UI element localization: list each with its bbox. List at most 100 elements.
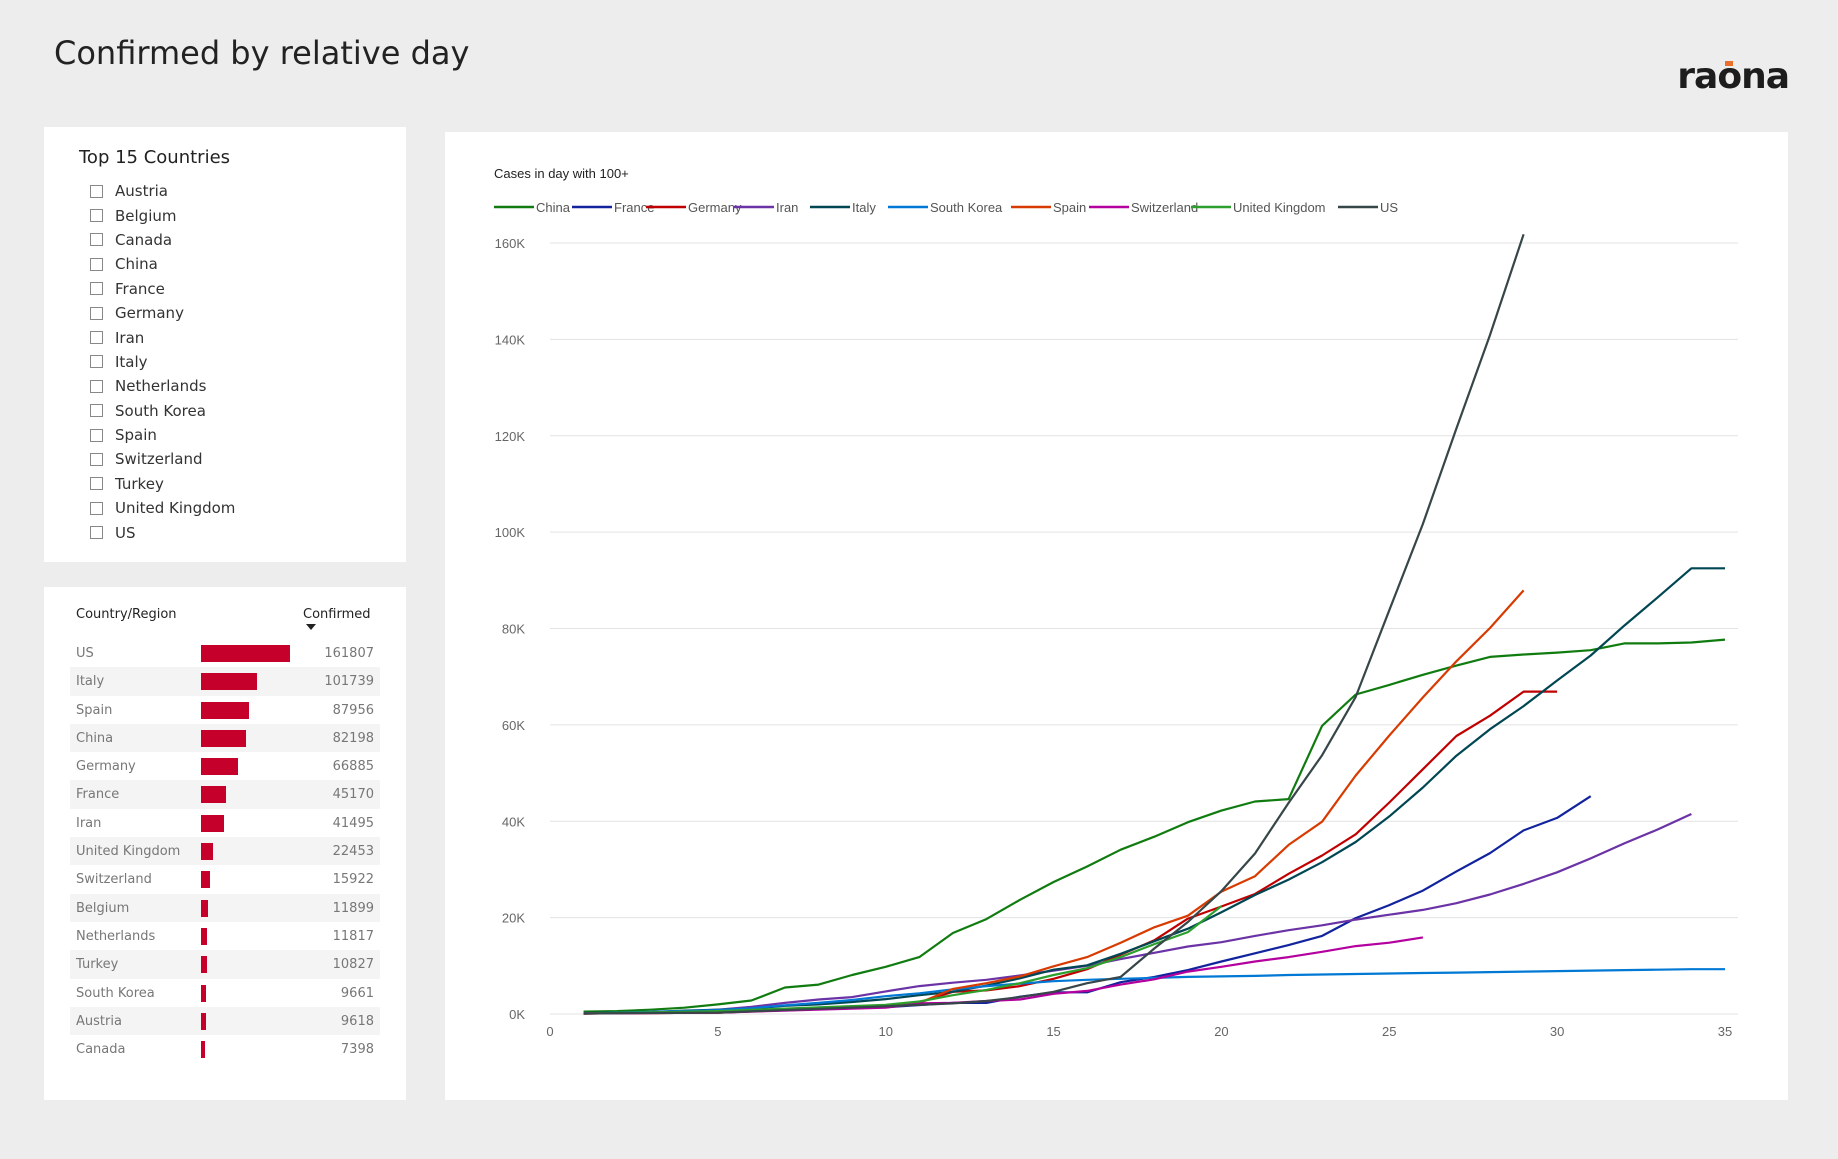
series-line-germany[interactable] [583, 690, 1558, 1015]
table-row[interactable]: Switzerland 15922 [70, 865, 380, 893]
series-line-spain[interactable] [583, 589, 1525, 1015]
checkbox[interactable] [90, 428, 103, 442]
checkbox[interactable] [90, 233, 103, 247]
country-name: Spain [76, 702, 113, 718]
country-name: Italy [76, 674, 105, 690]
legend-item-spain[interactable]: Spain [1053, 200, 1086, 215]
confirmed-data-bar [201, 673, 257, 691]
table-row[interactable]: US 161807 [70, 639, 380, 667]
confirmed-data-bar [201, 984, 207, 1002]
slicer-list: Austria Belgium Canada China France Germany Ir… [90, 179, 235, 545]
slicer-item-france[interactable]: France [90, 277, 235, 301]
series-line-switzerland[interactable] [583, 936, 1424, 1015]
checkbox[interactable] [90, 526, 103, 540]
chart-title: Cases in day with 100+ [494, 166, 629, 181]
slicer-item-austria[interactable]: Austria [90, 179, 235, 203]
table-row[interactable]: Belgium 11899 [70, 893, 380, 922]
table-row[interactable]: Germany 66885 [70, 752, 380, 780]
x-tick-label: 25 [1382, 1024, 1396, 1039]
country-name: Switzerland [76, 872, 152, 888]
table-row[interactable]: United Kingdom 22453 [70, 837, 380, 866]
table-row[interactable]: Spain 87956 [70, 696, 380, 724]
table-row[interactable]: Canada 7398 [70, 1035, 380, 1063]
confirmed-data-bar [201, 701, 250, 719]
checkbox[interactable] [90, 209, 103, 223]
table-row[interactable]: Austria 9618 [70, 1006, 380, 1036]
legend-item-china[interactable]: China [536, 200, 571, 215]
slicer-item-turkey[interactable]: Turkey [90, 472, 235, 496]
slicer-item-label: Iran [115, 328, 145, 347]
checkbox[interactable] [90, 184, 103, 198]
checkbox[interactable] [90, 282, 103, 296]
table-row[interactable]: Italy 101739 [70, 667, 380, 696]
slicer-item-south-korea[interactable]: South Korea [90, 399, 235, 423]
slicer-item-germany[interactable]: Germany [90, 301, 235, 325]
checkbox[interactable] [90, 355, 103, 369]
legend-item-iran[interactable]: Iran [776, 200, 798, 215]
slicer-item-spain[interactable]: Spain [90, 423, 235, 447]
brand-logo: raona [1677, 56, 1790, 97]
legend-item-united-kingdom[interactable]: United Kingdom [1233, 200, 1326, 215]
checkbox[interactable] [90, 331, 103, 345]
series-line-china[interactable] [583, 638, 1726, 1013]
legend-item-germany[interactable]: Germany [688, 200, 742, 215]
confirmed-value: 45170 [332, 787, 374, 803]
slicer-item-switzerland[interactable]: Switzerland [90, 447, 235, 471]
slicer-item-label: Spain [115, 426, 157, 445]
series-line-iran[interactable] [583, 813, 1692, 1015]
country-name: Belgium [76, 900, 130, 916]
checkbox[interactable] [90, 306, 103, 320]
slicer-item-us[interactable]: US [90, 520, 235, 544]
slicer-item-canada[interactable]: Canada [90, 228, 235, 252]
confirmed-value: 41495 [332, 815, 374, 831]
country-name: Germany [76, 759, 136, 775]
legend-item-france[interactable]: France [614, 200, 654, 215]
country-name: US [76, 646, 94, 661]
slicer-title: Top 15 Countries [79, 147, 231, 168]
slicer-item-united-kingdom[interactable]: United Kingdom [90, 496, 235, 520]
x-tick-label: 5 [714, 1024, 721, 1039]
legend-item-us[interactable]: US [1380, 200, 1398, 215]
checkbox[interactable] [90, 501, 103, 515]
sort-descending-icon[interactable] [306, 624, 316, 630]
table-row[interactable]: Iran 41495 [70, 809, 380, 837]
slicer-item-china[interactable]: China [90, 252, 235, 276]
confirmed-data-bar [201, 814, 224, 832]
checkbox[interactable] [90, 257, 103, 271]
series-line-us[interactable] [583, 233, 1525, 1015]
checkbox[interactable] [90, 379, 103, 393]
legend-item-south-korea[interactable]: South Korea [930, 200, 1003, 215]
slicer-item-iran[interactable]: Iran [90, 325, 235, 349]
series-line-south-korea[interactable] [583, 968, 1725, 1015]
country-slicer: Top 15 Countries Austria Belgium Canada Chi… [44, 127, 406, 562]
line-chart-panel: Cases in day with 100+ 0K 20K 40K 60K 80K 100K… [445, 132, 1788, 1100]
table-row[interactable]: South Korea 9661 [70, 979, 380, 1007]
y-tick-label: 60K [502, 718, 525, 733]
confirmed-data-bar [201, 786, 226, 804]
series-line-france[interactable] [583, 795, 1592, 1015]
column-header-confirmed[interactable]: Confirmed [303, 607, 371, 622]
slicer-item-belgium[interactable]: Belgium [90, 203, 235, 227]
slicer-item-label: Austria [115, 182, 168, 201]
table-row[interactable]: Netherlands 11817 [70, 922, 380, 950]
table-row[interactable]: Turkey 10827 [70, 950, 380, 979]
checkbox[interactable] [90, 404, 103, 418]
confirmed-data-bar [201, 927, 208, 945]
country-name: China [76, 730, 114, 746]
confirmed-data-bar [201, 956, 207, 974]
series-line-united-kingdom[interactable] [583, 905, 1223, 1015]
table-row[interactable]: France 45170 [70, 780, 380, 809]
column-header-country[interactable]: Country/Region [76, 607, 177, 622]
slicer-item-italy[interactable]: Italy [90, 350, 235, 374]
table-row[interactable]: China 82198 [70, 723, 380, 753]
slicer-item-label: Belgium [115, 206, 177, 225]
series-line-italy[interactable] [583, 567, 1725, 1015]
legend-item-italy[interactable]: Italy [852, 200, 876, 215]
checkbox[interactable] [90, 452, 103, 466]
x-tick-label: 35 [1718, 1024, 1732, 1039]
legend-item-switzerland[interactable]: Switzerland [1131, 200, 1198, 215]
y-tick-label: 0K [509, 1007, 525, 1022]
x-tick-label: 20 [1214, 1024, 1228, 1039]
slicer-item-netherlands[interactable]: Netherlands [90, 374, 235, 398]
checkbox[interactable] [90, 477, 103, 491]
